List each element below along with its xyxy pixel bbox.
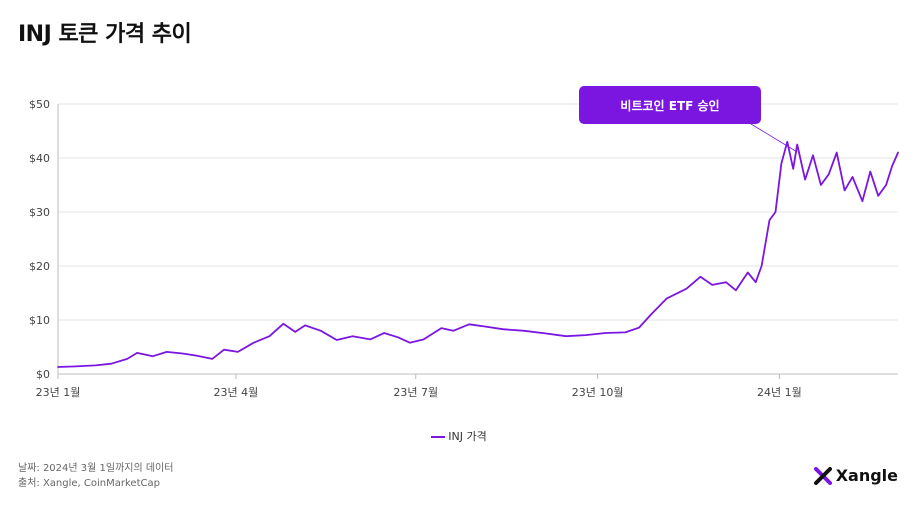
footnote-date: 날짜: 2024년 3월 1일까지의 데이터 [18, 463, 174, 474]
grid-lines [58, 103, 898, 321]
annotation-label: 비트코인 ETF 승인 [620, 98, 719, 113]
x-tick-label: 23년 7월 [393, 386, 438, 399]
annotation: 비트코인 ETF 승인 [579, 86, 798, 153]
chart-title: INJ 토큰 가격 추이 [18, 22, 192, 47]
y-tick-label: $40 [29, 152, 50, 165]
y-tick-label: $10 [29, 314, 50, 327]
y-tick-label: $20 [29, 260, 50, 273]
x-logo-icon [813, 466, 832, 485]
x-tick-label: 23년 10월 [572, 386, 624, 399]
footnote-source: 출처: Xangle, CoinMarketCap [18, 478, 160, 489]
y-tick-label: $50 [29, 98, 50, 111]
y-tick-label: $30 [29, 206, 50, 219]
y-tick-labels: $0 $10 $20 $30 $40 $50 [29, 98, 50, 381]
series-line [57, 140, 899, 368]
x-tick-labels: 23년 1월 23년 4월 23년 7월 23년 10월 24년 1월 [36, 374, 802, 399]
x-tick-label: 24년 1월 [757, 386, 802, 399]
axes [57, 104, 898, 375]
brand-logo: Xangle [813, 466, 898, 485]
annotation-box [579, 86, 761, 124]
series-layer [57, 140, 899, 368]
legend: INJ 가격 [0, 428, 918, 444]
annotation-leader-line [750, 123, 798, 153]
brand-name: Xangle [835, 466, 898, 485]
legend-label: INJ 가격 [448, 430, 487, 443]
x-tick-label: 23년 1월 [36, 386, 81, 399]
x-tick-label: 23년 4월 [214, 386, 259, 399]
y-tick-label: $0 [36, 368, 50, 381]
legend-swatch [431, 436, 446, 438]
